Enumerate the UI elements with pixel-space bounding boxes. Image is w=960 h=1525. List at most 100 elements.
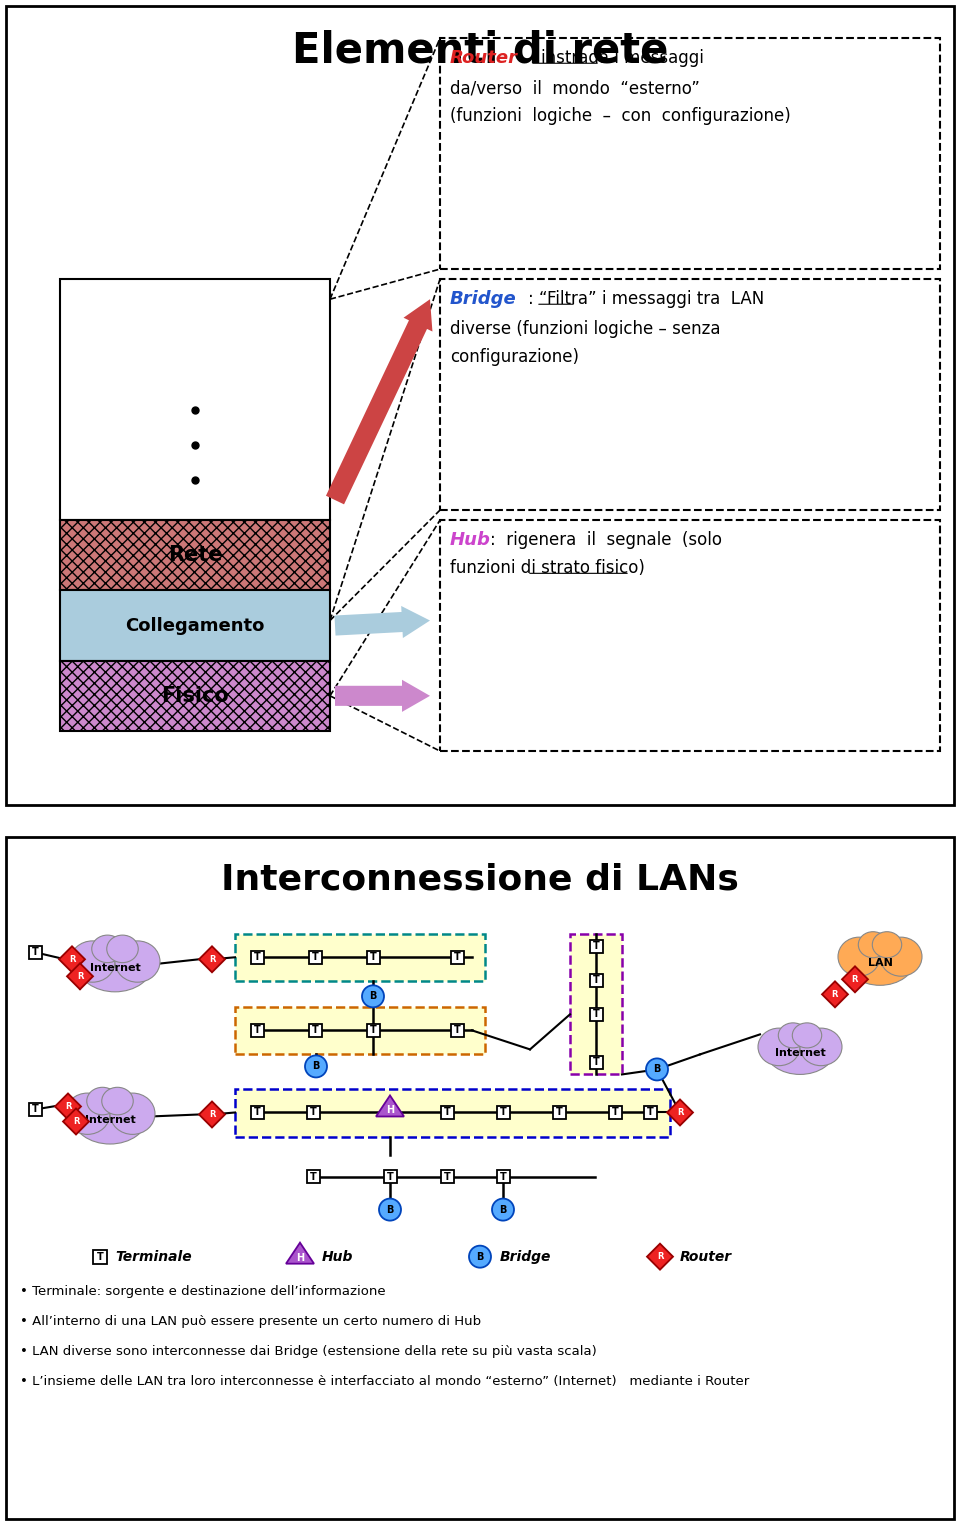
Text: H: H bbox=[296, 1252, 304, 1263]
Ellipse shape bbox=[765, 1025, 835, 1075]
Text: T: T bbox=[97, 1252, 104, 1261]
Text: Rete: Rete bbox=[168, 546, 223, 566]
Text: R: R bbox=[208, 955, 215, 964]
Text: R: R bbox=[77, 971, 84, 981]
Polygon shape bbox=[822, 981, 848, 1008]
Polygon shape bbox=[67, 964, 93, 990]
Ellipse shape bbox=[86, 1087, 118, 1115]
Ellipse shape bbox=[73, 1089, 148, 1144]
Text: T: T bbox=[454, 952, 461, 962]
Bar bbox=[450, 1023, 464, 1037]
Ellipse shape bbox=[758, 1028, 800, 1066]
Text: T: T bbox=[370, 1025, 376, 1035]
Bar bbox=[235, 935, 485, 981]
Text: T: T bbox=[556, 1107, 563, 1118]
Circle shape bbox=[646, 1058, 668, 1080]
Bar bbox=[308, 950, 322, 964]
Bar bbox=[589, 1008, 603, 1020]
Text: B: B bbox=[312, 1061, 320, 1072]
Text: : instrada i messaggi: : instrada i messaggi bbox=[530, 49, 704, 67]
Bar bbox=[496, 1106, 510, 1119]
Text: B: B bbox=[654, 1064, 660, 1075]
Text: T: T bbox=[444, 1107, 450, 1118]
Polygon shape bbox=[376, 1095, 404, 1116]
Text: T: T bbox=[592, 1057, 599, 1067]
Bar bbox=[570, 935, 622, 1075]
Text: H: H bbox=[386, 1106, 394, 1115]
Text: Hub: Hub bbox=[322, 1249, 353, 1264]
Text: T: T bbox=[310, 1171, 317, 1182]
Bar bbox=[441, 1106, 453, 1119]
Circle shape bbox=[469, 1246, 491, 1267]
Text: • Terminale: sorgente e destinazione dell’informazione: • Terminale: sorgente e destinazione del… bbox=[20, 1284, 386, 1298]
Polygon shape bbox=[59, 947, 85, 973]
Text: configurazione): configurazione) bbox=[450, 348, 579, 366]
Text: Internet: Internet bbox=[89, 964, 140, 973]
Bar bbox=[235, 1008, 485, 1054]
Text: B: B bbox=[386, 1205, 394, 1214]
Bar bbox=[306, 1170, 320, 1183]
Text: Bridge: Bridge bbox=[450, 290, 516, 308]
Ellipse shape bbox=[115, 941, 160, 982]
Text: : “Filtra” i messaggi tra  LAN: : “Filtra” i messaggi tra LAN bbox=[528, 290, 764, 308]
Circle shape bbox=[362, 985, 384, 1008]
Text: da/verso  il  mondo  “esterno”: da/verso il mondo “esterno” bbox=[450, 79, 700, 98]
Circle shape bbox=[492, 1199, 514, 1220]
Text: Elementi di rete: Elementi di rete bbox=[292, 29, 668, 72]
Text: T: T bbox=[32, 1104, 38, 1115]
Text: T: T bbox=[32, 947, 38, 958]
Text: • LAN diverse sono interconnesse dai Bridge (estensione della rete su più vasta : • LAN diverse sono interconnesse dai Bri… bbox=[20, 1345, 597, 1357]
Text: Internet: Internet bbox=[84, 1115, 135, 1125]
FancyArrow shape bbox=[335, 680, 430, 712]
Text: :  rigenera  il  segnale  (solo: : rigenera il segnale (solo bbox=[490, 531, 722, 549]
Text: diverse (funzioni logiche – senza: diverse (funzioni logiche – senza bbox=[450, 320, 721, 339]
Bar bbox=[589, 1055, 603, 1069]
FancyArrow shape bbox=[334, 605, 430, 637]
Bar bbox=[367, 950, 379, 964]
Ellipse shape bbox=[838, 938, 880, 976]
Polygon shape bbox=[55, 1093, 81, 1119]
Text: (funzioni  logiche  –  con  configurazione): (funzioni logiche – con configurazione) bbox=[450, 107, 791, 125]
Text: Hub: Hub bbox=[450, 531, 491, 549]
Ellipse shape bbox=[65, 1093, 110, 1135]
Ellipse shape bbox=[779, 1023, 807, 1048]
Text: Router: Router bbox=[450, 49, 518, 67]
Text: R: R bbox=[657, 1252, 663, 1261]
Text: Collegamento: Collegamento bbox=[126, 616, 265, 634]
Text: T: T bbox=[612, 1107, 618, 1118]
Bar bbox=[553, 1106, 565, 1119]
Bar bbox=[235, 1089, 670, 1136]
Text: T: T bbox=[312, 1025, 319, 1035]
Bar bbox=[308, 1023, 322, 1037]
Bar bbox=[251, 950, 263, 964]
Text: R: R bbox=[208, 1110, 215, 1119]
Text: R: R bbox=[64, 1103, 71, 1112]
Bar bbox=[441, 1170, 453, 1183]
Ellipse shape bbox=[78, 936, 153, 991]
Circle shape bbox=[379, 1199, 401, 1220]
Bar bbox=[383, 1170, 396, 1183]
Text: B: B bbox=[499, 1205, 507, 1214]
Text: funzioni di strato fisico): funzioni di strato fisico) bbox=[450, 560, 645, 578]
Ellipse shape bbox=[800, 1028, 842, 1066]
Text: Terminale: Terminale bbox=[115, 1249, 192, 1264]
Text: T: T bbox=[253, 1025, 260, 1035]
Ellipse shape bbox=[858, 932, 888, 958]
Ellipse shape bbox=[110, 1093, 155, 1135]
Text: T: T bbox=[444, 1171, 450, 1182]
Polygon shape bbox=[199, 947, 225, 973]
Ellipse shape bbox=[70, 941, 115, 982]
Polygon shape bbox=[286, 1243, 314, 1264]
Bar bbox=[306, 1106, 320, 1119]
Text: T: T bbox=[387, 1171, 394, 1182]
Ellipse shape bbox=[102, 1087, 133, 1115]
Text: Router: Router bbox=[680, 1249, 732, 1264]
Text: T: T bbox=[310, 1107, 317, 1118]
Circle shape bbox=[305, 1055, 327, 1078]
Bar bbox=[450, 950, 464, 964]
Bar bbox=[496, 1170, 510, 1183]
Text: B: B bbox=[476, 1252, 484, 1261]
Bar bbox=[440, 520, 940, 750]
Text: T: T bbox=[253, 952, 260, 962]
Bar bbox=[367, 1023, 379, 1037]
